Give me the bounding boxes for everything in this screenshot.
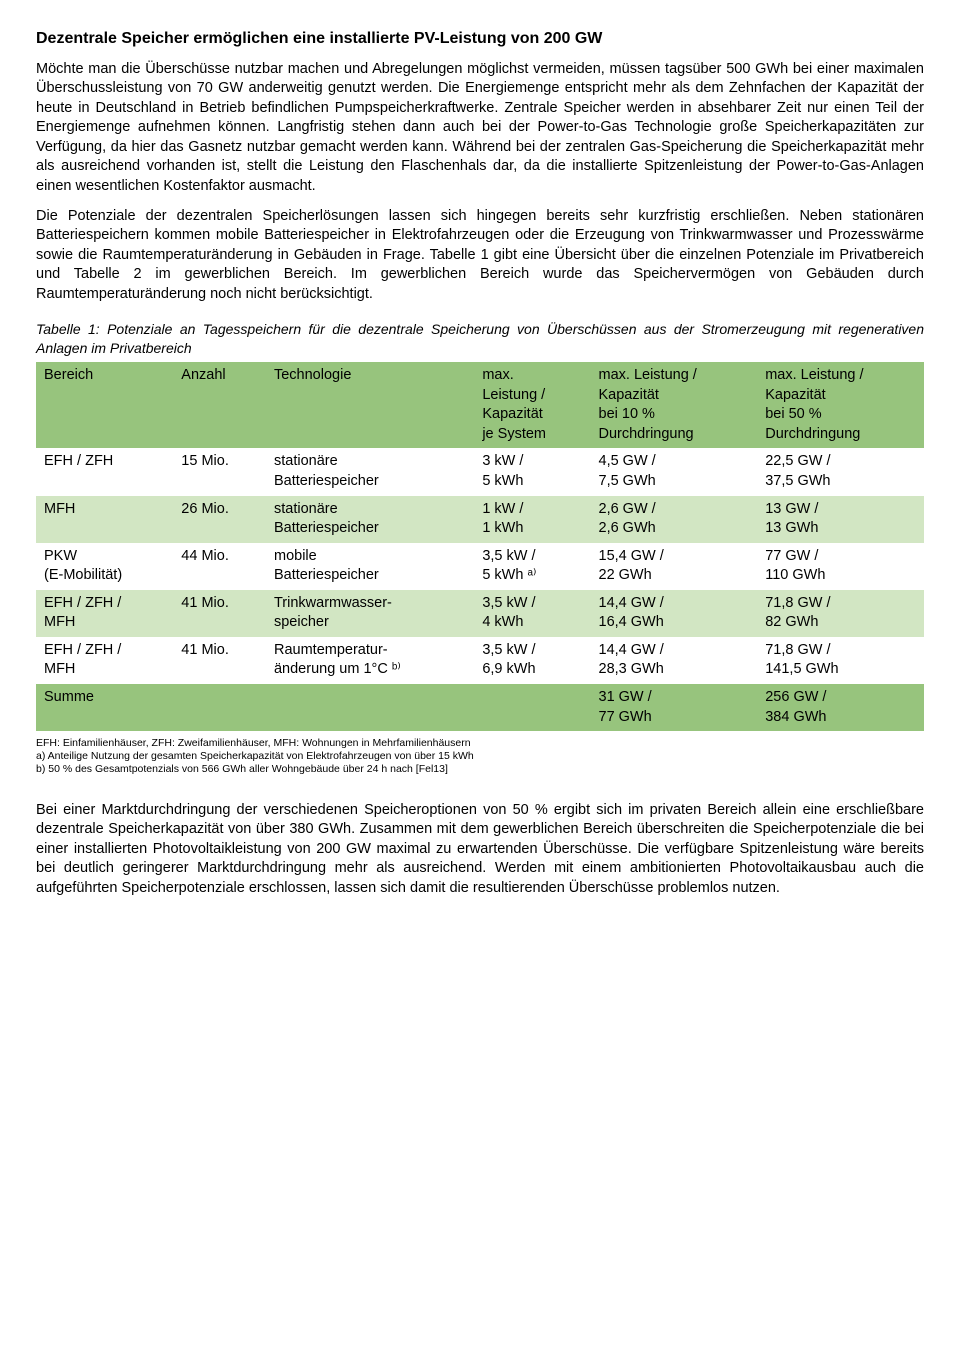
- cell: 1 kW / 1 kWh: [474, 496, 590, 543]
- cell: 26 Mio.: [173, 496, 266, 543]
- col-max-10: max. Leistung / Kapazität bei 10 % Durch…: [591, 362, 758, 448]
- cell: 31 GW / 77 GWh: [591, 684, 758, 731]
- cell: 2,6 GW / 2,6 GWh: [591, 496, 758, 543]
- cell: mobile Batteriespeicher: [266, 543, 474, 590]
- table-sum-row: Summe 31 GW / 77 GWh 256 GW / 384 GWh: [36, 684, 924, 731]
- cell: stationäre Batteriespeicher: [266, 496, 474, 543]
- cell: 15,4 GW / 22 GWh: [591, 543, 758, 590]
- cell: 15 Mio.: [173, 448, 266, 495]
- page-title: Dezentrale Speicher ermöglichen eine ins…: [36, 28, 924, 50]
- col-technologie: Technologie: [266, 362, 474, 448]
- cell: 22,5 GW / 37,5 GWh: [757, 448, 924, 495]
- cell: 256 GW / 384 GWh: [757, 684, 924, 731]
- cell: 4,5 GW / 7,5 GWh: [591, 448, 758, 495]
- cell: PKW (E-Mobilität): [36, 543, 173, 590]
- cell: 71,8 GW / 82 GWh: [757, 590, 924, 637]
- col-max-system: max. Leistung / Kapazität je System: [474, 362, 590, 448]
- table-header-row: Bereich Anzahl Technologie max. Leistung…: [36, 362, 924, 448]
- cell: 41 Mio.: [173, 637, 266, 684]
- cell: Raumtemperatur- änderung um 1°C ᵇ⁾: [266, 637, 474, 684]
- cell: 3 kW / 5 kWh: [474, 448, 590, 495]
- table-footnote: EFH: Einfamilienhäuser, ZFH: Zweifamilie…: [36, 737, 924, 776]
- col-max-50: max. Leistung / Kapazität bei 50 % Durch…: [757, 362, 924, 448]
- table-caption: Tabelle 1: Potenziale an Tagesspeichern …: [36, 320, 924, 358]
- cell: 44 Mio.: [173, 543, 266, 590]
- cell: Trinkwarmwasser- speicher: [266, 590, 474, 637]
- cell: EFH / ZFH / MFH: [36, 637, 173, 684]
- potential-table: Bereich Anzahl Technologie max. Leistung…: [36, 362, 924, 731]
- cell: 3,5 kW / 5 kWh ᵃ⁾: [474, 543, 590, 590]
- col-bereich: Bereich: [36, 362, 173, 448]
- table-row: MFH 26 Mio. stationäre Batteriespeicher …: [36, 496, 924, 543]
- paragraph-2: Die Potenziale der dezentralen Speicherl…: [36, 207, 924, 305]
- cell: 3,5 kW / 4 kWh: [474, 590, 590, 637]
- cell: [173, 684, 266, 731]
- cell: 14,4 GW / 28,3 GWh: [591, 637, 758, 684]
- table-row: EFH / ZFH 15 Mio. stationäre Batteriespe…: [36, 448, 924, 495]
- cell: 3,5 kW / 6,9 kWh: [474, 637, 590, 684]
- table-row: PKW (E-Mobilität) 44 Mio. mobile Batteri…: [36, 543, 924, 590]
- cell: [266, 684, 474, 731]
- cell: [474, 684, 590, 731]
- table-row: EFH / ZFH / MFH 41 Mio. Trinkwarmwasser-…: [36, 590, 924, 637]
- cell: 71,8 GW / 141,5 GWh: [757, 637, 924, 684]
- cell: EFH / ZFH / MFH: [36, 590, 173, 637]
- col-anzahl: Anzahl: [173, 362, 266, 448]
- cell: 14,4 GW / 16,4 GWh: [591, 590, 758, 637]
- cell: Summe: [36, 684, 173, 731]
- cell: 77 GW / 110 GWh: [757, 543, 924, 590]
- paragraph-1: Möchte man die Überschüsse nutzbar mache…: [36, 60, 924, 197]
- cell: 41 Mio.: [173, 590, 266, 637]
- cell: 13 GW / 13 GWh: [757, 496, 924, 543]
- cell: EFH / ZFH: [36, 448, 173, 495]
- table-row: EFH / ZFH / MFH 41 Mio. Raumtemperatur- …: [36, 637, 924, 684]
- cell: stationäre Batteriespeicher: [266, 448, 474, 495]
- cell: MFH: [36, 496, 173, 543]
- paragraph-3: Bei einer Marktdurchdringung der verschi…: [36, 801, 924, 899]
